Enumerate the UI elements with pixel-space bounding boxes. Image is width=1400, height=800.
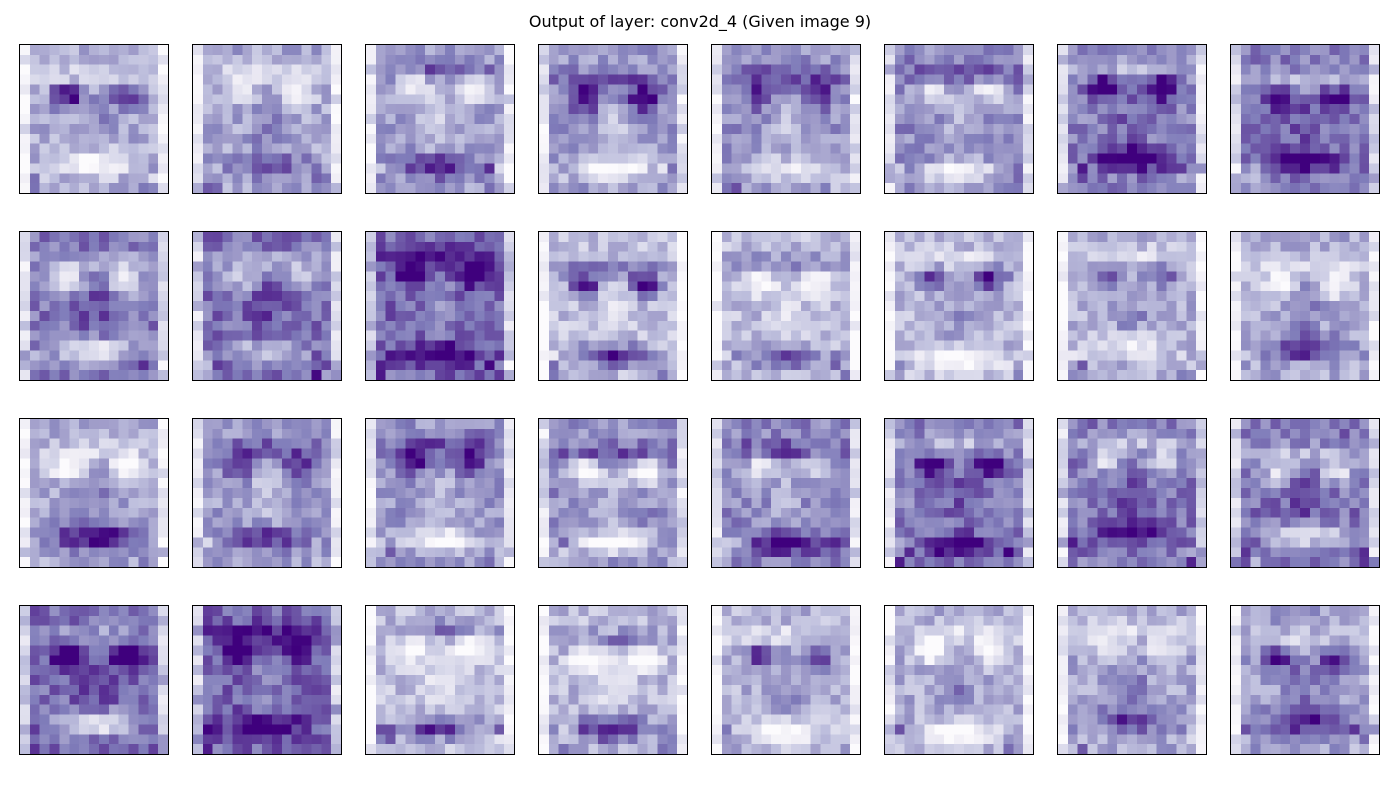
figure-title: Output of layer: conv2d_4 (Given image 9… bbox=[528, 12, 872, 31]
feature-map-6 bbox=[884, 44, 1034, 194]
feature-map-image-18 bbox=[193, 419, 341, 567]
feature-map-image-10 bbox=[193, 232, 341, 380]
feature-map-8 bbox=[1230, 44, 1380, 194]
feature-map-9 bbox=[19, 231, 169, 381]
feature-map-image-15 bbox=[1058, 232, 1206, 380]
feature-map-image-32 bbox=[1231, 606, 1379, 754]
feature-map-image-26 bbox=[193, 606, 341, 754]
feature-map-14 bbox=[884, 231, 1034, 381]
feature-map-22 bbox=[884, 418, 1034, 568]
feature-map-25 bbox=[19, 605, 169, 755]
feature-map-24 bbox=[1230, 418, 1380, 568]
feature-map-27 bbox=[365, 605, 515, 755]
feature-map-image-30 bbox=[885, 606, 1033, 754]
feature-map-image-21 bbox=[712, 419, 860, 567]
feature-map-32 bbox=[1230, 605, 1380, 755]
feature-map-image-8 bbox=[1231, 45, 1379, 193]
feature-map-23 bbox=[1057, 418, 1207, 568]
feature-map-28 bbox=[538, 605, 688, 755]
feature-map-30 bbox=[884, 605, 1034, 755]
feature-map-image-2 bbox=[193, 45, 341, 193]
feature-map-18 bbox=[192, 418, 342, 568]
feature-map-2 bbox=[192, 44, 342, 194]
feature-map-image-1 bbox=[20, 45, 168, 193]
feature-map-12 bbox=[538, 231, 688, 381]
feature-map-20 bbox=[538, 418, 688, 568]
feature-map-image-28 bbox=[539, 606, 687, 754]
feature-map-image-12 bbox=[539, 232, 687, 380]
feature-map-17 bbox=[19, 418, 169, 568]
feature-map-10 bbox=[192, 231, 342, 381]
feature-map-image-14 bbox=[885, 232, 1033, 380]
feature-map-31 bbox=[1057, 605, 1207, 755]
feature-map-13 bbox=[711, 231, 861, 381]
feature-map-21 bbox=[711, 418, 861, 568]
feature-map-image-19 bbox=[366, 419, 514, 567]
feature-map-4 bbox=[538, 44, 688, 194]
feature-map-image-7 bbox=[1058, 45, 1206, 193]
feature-map-image-27 bbox=[366, 606, 514, 754]
feature-map-5 bbox=[711, 44, 861, 194]
feature-map-7 bbox=[1057, 44, 1207, 194]
feature-map-image-4 bbox=[539, 45, 687, 193]
feature-map-image-20 bbox=[539, 419, 687, 567]
feature-map-image-11 bbox=[366, 232, 514, 380]
feature-map-image-17 bbox=[20, 419, 168, 567]
feature-map-image-29 bbox=[712, 606, 860, 754]
feature-map-11 bbox=[365, 231, 515, 381]
feature-map-image-22 bbox=[885, 419, 1033, 567]
feature-map-image-6 bbox=[885, 45, 1033, 193]
feature-map-3 bbox=[365, 44, 515, 194]
feature-map-image-13 bbox=[712, 232, 860, 380]
feature-map-15 bbox=[1057, 231, 1207, 381]
feature-map-19 bbox=[365, 418, 515, 568]
feature-map-image-31 bbox=[1058, 606, 1206, 754]
feature-map-image-3 bbox=[366, 45, 514, 193]
feature-map-image-23 bbox=[1058, 419, 1206, 567]
feature-map-26 bbox=[192, 605, 342, 755]
feature-map-image-25 bbox=[20, 606, 168, 754]
feature-map-image-24 bbox=[1231, 419, 1379, 567]
feature-map-1 bbox=[19, 44, 169, 194]
feature-map-image-16 bbox=[1231, 232, 1379, 380]
feature-map-image-5 bbox=[712, 45, 860, 193]
feature-map-16 bbox=[1230, 231, 1380, 381]
feature-map-29 bbox=[711, 605, 861, 755]
feature-map-image-9 bbox=[20, 232, 168, 380]
